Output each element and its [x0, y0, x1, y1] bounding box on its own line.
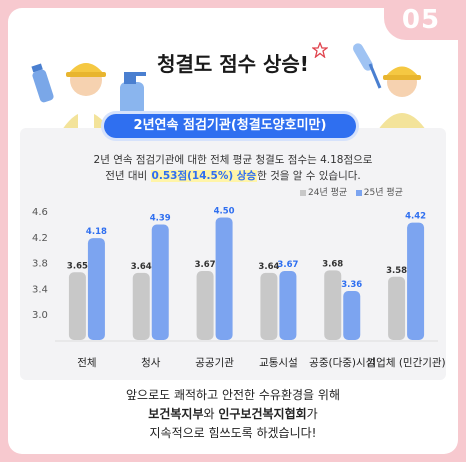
bar-24 — [324, 270, 342, 340]
data-label-24: 3.64 — [131, 262, 152, 272]
bar-24 — [132, 272, 150, 340]
legend-label-24: 24년 평균 — [308, 188, 348, 198]
page-number-badge: 05 — [384, 0, 458, 40]
y-tick-label: 4.2 — [32, 233, 48, 244]
data-label-24: 3.58 — [386, 266, 407, 276]
spray-bottle-illustration — [120, 72, 146, 116]
description-line-2-suffix: 한 것을 알 수 있습니다. — [257, 170, 361, 182]
data-label-25: 3.36 — [341, 280, 362, 290]
bar-24 — [388, 276, 406, 340]
y-tick-label: 3.4 — [32, 284, 48, 295]
bar-25 — [279, 270, 297, 340]
footer-connector: 와 — [203, 407, 219, 421]
data-label-25: 4.18 — [86, 227, 107, 237]
category-label: 전체 — [77, 357, 96, 369]
bar-25 — [87, 238, 105, 340]
data-label-25: 3.67 — [277, 260, 298, 270]
bar-24 — [196, 270, 214, 340]
footer-particle: 가 — [306, 407, 318, 421]
bar-25 — [215, 217, 233, 340]
footer-org-2: 인구보건복지협회 — [218, 407, 307, 421]
chart-legend: 24년 평균 25년 평균 — [300, 185, 403, 198]
category-label: 기업체 (민간기관) — [367, 356, 446, 369]
y-tick-label: 3.0 — [32, 310, 48, 321]
legend-swatch-25 — [355, 189, 362, 196]
bar-24 — [260, 272, 278, 340]
data-label-25: 4.42 — [405, 212, 426, 222]
category-label: 공공기관 — [195, 357, 234, 369]
data-label-25: 4.39 — [150, 214, 171, 224]
worker-right-illustration — [353, 43, 426, 130]
bar-25 — [343, 290, 361, 340]
footer-line-3: 지속적으로 힘쓰도록 하겠습니다! — [149, 426, 317, 440]
legend-swatch-24 — [300, 189, 306, 196]
y-tick-label: 4.6 — [32, 207, 48, 218]
footer-line-1: 앞으로도 쾌적하고 안전한 수유환경을 위해 — [126, 388, 340, 402]
footer-org-1: 보건복지부 — [148, 407, 204, 421]
description-highlight: 0.53점(14.5%) 상승 — [150, 170, 258, 182]
description: 2년 연속 점검기관에 대한 전체 평균 청결도 점수는 4.18점으로 전년 … — [20, 152, 446, 184]
section-subtitle: 2년연속 점검기관(청결도양호미만) — [104, 114, 356, 138]
category-label: 공중(다중)시설 — [309, 357, 375, 369]
star-icon — [312, 42, 328, 58]
page-title: 청결도 점수 상승! — [157, 52, 309, 76]
bar-25 — [407, 222, 425, 340]
data-label-24: 3.67 — [195, 260, 216, 270]
description-line-1: 2년 연속 점검기관에 대한 전체 평균 청결도 점수는 4.18점으로 — [93, 154, 373, 166]
footer-line-2: 보건복지부와 인구보건복지협회가 — [0, 405, 466, 424]
data-label-24: 3.68 — [322, 259, 343, 269]
footer-message: 앞으로도 쾌적하고 안전한 수유환경을 위해 보건복지부와 인구보건복지협회가 … — [0, 386, 466, 443]
bar-24 — [68, 272, 86, 340]
worker-left-illustration — [31, 63, 110, 130]
data-label-24: 3.64 — [258, 262, 279, 272]
y-tick-label: 3.8 — [32, 259, 48, 270]
legend-label-25: 25년 평균 — [363, 188, 403, 198]
category-label: 교통시설 — [259, 357, 298, 369]
data-label-25: 4.50 — [214, 206, 235, 216]
bar-25 — [151, 224, 169, 340]
data-label-24: 3.65 — [67, 261, 88, 271]
category-label: 청사 — [141, 357, 161, 369]
description-line-2-prefix: 전년 대비 — [105, 170, 151, 182]
